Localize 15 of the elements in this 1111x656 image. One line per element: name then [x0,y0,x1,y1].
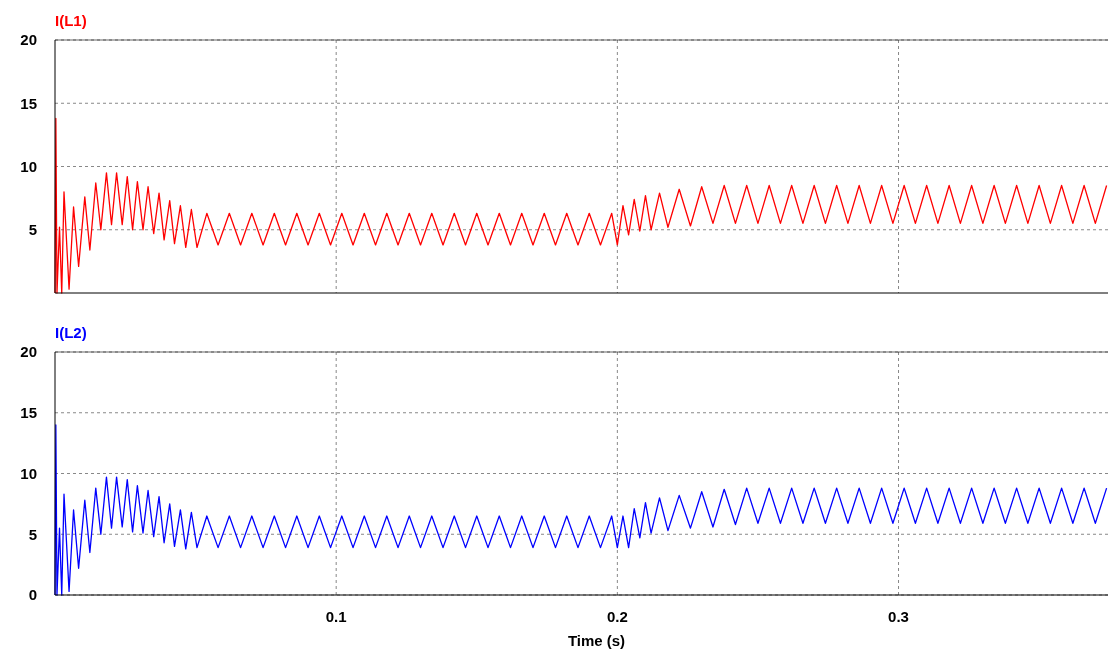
y-tick-label: 20 [20,31,37,49]
x-tick-label: 0.3 [888,608,909,625]
x-tick-label: 0.1 [325,608,347,625]
x-tick-label: 0.2 [606,608,628,625]
y-tick-label: 10 [20,464,37,482]
y-tick-label: 5 [28,525,37,543]
y-tick-label: 20 [20,343,37,361]
y-tick-label: 5 [28,221,37,238]
y-tick-label: 15 [20,404,37,421]
y-tick-label: 0 [28,586,37,604]
x-axis-title: Time (s) [567,632,626,649]
text: I(L1) [55,12,87,29]
y-tick-label: 10 [20,157,37,175]
text: I(L2) [55,324,87,341]
y-tick-label: 15 [20,94,37,112]
